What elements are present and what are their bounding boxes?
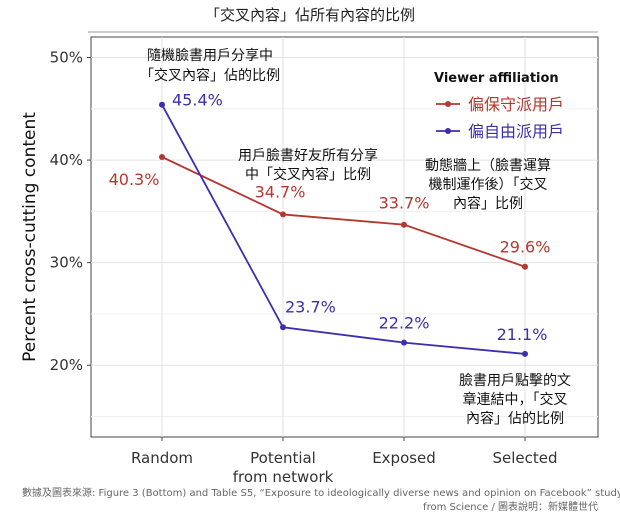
data-label: 40.3% [109, 170, 160, 189]
data-point [401, 221, 407, 228]
data-label: 22.2% [379, 314, 430, 333]
data-point [522, 263, 528, 270]
data-point [522, 350, 528, 357]
data-label: 34.7% [255, 182, 306, 201]
annotation-line: 章連結中，「交叉 [463, 391, 568, 408]
data-label: 21.1% [497, 325, 548, 344]
data-label: 23.7% [285, 297, 336, 316]
annotation-line: 隨機臉書用戶分享中 [147, 47, 273, 64]
x-tick-label: Potential [250, 449, 316, 467]
series-line [161, 156, 526, 268]
annotation-line: 臉書用戶點擊的文 [459, 372, 571, 389]
data-point [401, 339, 407, 346]
data-point [280, 211, 286, 218]
annotation-line: 「交叉內容」佔的比例 [140, 67, 280, 84]
data-label: 45.4% [172, 91, 223, 110]
series-line [161, 104, 526, 355]
x-tick-label: Random [131, 449, 193, 467]
legend-swatch-point [445, 128, 451, 134]
footer-credit: from Science / 圖表說明：新媒體世代 [423, 500, 598, 513]
plot-panel [90, 36, 599, 438]
legend-label: 偏保守派用戶 [468, 95, 564, 114]
data-labels: 40.3% 34.7% 33.7% 29.6% 45.4% 23.7% 22.2% 21.1% [109, 91, 551, 344]
legend-label: 偏自由派用戶 [468, 122, 564, 141]
y-tick-label: 40% [50, 151, 83, 169]
annotation-line: 中「交叉內容」比例 [245, 166, 371, 183]
x-tick-label: Selected [492, 449, 557, 467]
x-tick-label: Exposed [372, 449, 436, 467]
data-label: 33.7% [379, 194, 430, 213]
data-point [280, 324, 286, 331]
annotation-line: 機制運作後）「交叉 [429, 176, 548, 193]
data-label: 29.6% [500, 238, 551, 257]
annotation-line: 內容」佔的比例 [466, 410, 564, 427]
data-point [159, 101, 165, 108]
y-axis-label: Percent cross-cutting content [20, 112, 40, 362]
legend-title: Viewer affiliation [434, 71, 559, 86]
chart-title: 「交叉內容」佔所有內容的比例 [205, 6, 415, 24]
annotation-line: 用戶臉書好友所有分享 [238, 147, 378, 164]
footer-source: 數據及圖表來源: Figure 3 (Bottom) and Table S5,… [22, 486, 620, 499]
y-tick-label: 30% [50, 254, 83, 272]
annotation-line: 內容」比例 [453, 195, 523, 212]
data-point [159, 154, 165, 160]
y-tick-label: 20% [50, 356, 83, 374]
series-layer [159, 101, 528, 357]
legend-swatch-point [445, 101, 451, 107]
y-tick-label: 50% [50, 49, 83, 67]
annotation-line: 動態牆上（臉書運算 [425, 158, 551, 174]
x-tick-label: from network [233, 468, 334, 486]
y-axis-ticks: 20% 30% 40% 50% [50, 49, 91, 374]
